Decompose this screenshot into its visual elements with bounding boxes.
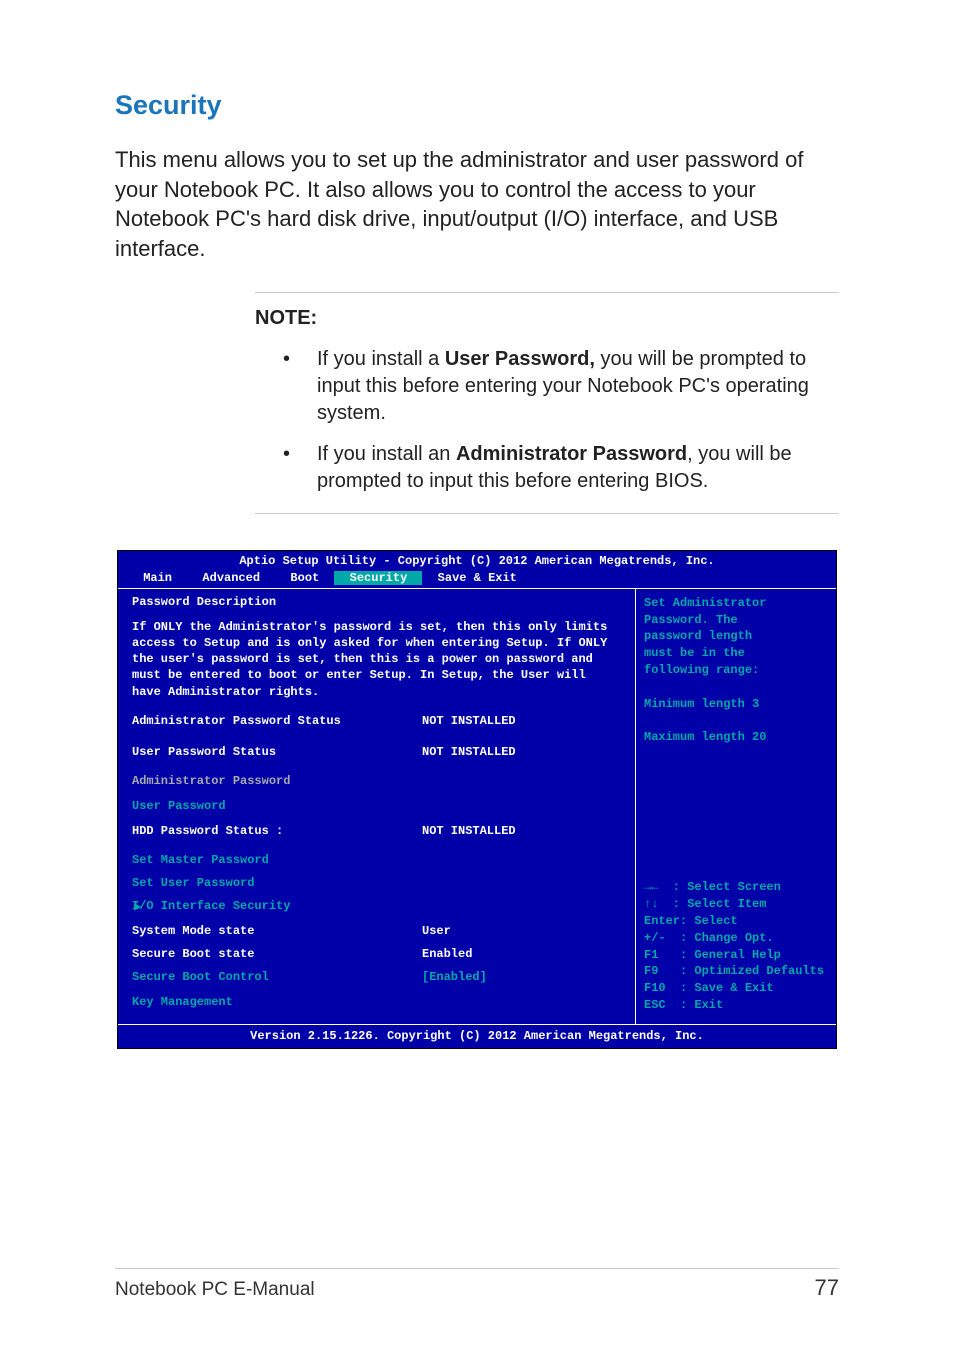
note-title: NOTE: xyxy=(255,307,839,330)
note-pre: If you install a xyxy=(317,348,445,370)
bios-help-line: Maximum length 20 xyxy=(644,729,832,746)
bios-help-line xyxy=(644,679,832,696)
bios-row-label: Set Master Password xyxy=(132,853,422,867)
bios-tab-main[interactable]: Main xyxy=(128,571,187,585)
bios-row[interactable]: User Password xyxy=(132,799,621,813)
bios-help-line: ESC : Exit xyxy=(644,997,832,1014)
bios-screenshot: Aptio Setup Utility - Copyright (C) 2012… xyxy=(117,550,837,1049)
bios-help-panel: Set AdministratorPassword. Thepassword l… xyxy=(636,589,836,1024)
bios-left-panel: Password Description If ONLY the Adminis… xyxy=(118,589,636,1024)
bios-help-line xyxy=(644,712,832,729)
note-pre: If you install an xyxy=(317,443,456,465)
bios-row: User Password StatusNOT INSTALLED xyxy=(132,745,621,759)
note-bold: User Password, xyxy=(445,348,595,370)
bios-help-line: F1 : General Help xyxy=(644,947,832,964)
note-list: • If you install a User Password, you wi… xyxy=(255,346,839,495)
list-item: • If you install an Administrator Passwo… xyxy=(255,441,839,495)
note-box: NOTE: • If you install a User Password, … xyxy=(255,292,839,514)
bios-row-value: Enabled xyxy=(422,947,472,961)
bios-row-label: User Password Status xyxy=(132,745,422,759)
bios-help-line: F10 : Save & Exit xyxy=(644,980,832,997)
bios-row: Secure Boot stateEnabled xyxy=(132,947,621,961)
bios-tab-boot[interactable]: Boot xyxy=(275,571,334,585)
submenu-arrow-icon: ▶ xyxy=(134,899,141,914)
bios-row: System Mode stateUser xyxy=(132,924,621,938)
bios-help-line: →← : Select Screen xyxy=(644,879,832,896)
bios-row-value: NOT INSTALLED xyxy=(422,714,516,728)
password-description-title: Password Description xyxy=(132,595,621,609)
note-text: If you install a User Password, you will… xyxy=(317,346,839,427)
bios-row: Administrator Password StatusNOT INSTALL… xyxy=(132,714,621,728)
bios-help-line: ↑↓ : Select Item xyxy=(644,896,832,913)
bios-row-value: [Enabled] xyxy=(422,970,487,984)
bios-row-label: Administrator Password xyxy=(132,774,422,788)
bullet-icon: • xyxy=(283,441,317,495)
bios-row-value: NOT INSTALLED xyxy=(422,824,516,838)
bios-help-line: password length xyxy=(644,628,832,645)
intro-paragraph: This menu allows you to set up the admin… xyxy=(115,145,839,264)
bios-tab-bar: Main Advanced Boot Security Save & Exit xyxy=(118,571,836,588)
bios-help-line: Set Administrator xyxy=(644,595,832,612)
bios-row-label: User Password xyxy=(132,799,422,813)
note-text: If you install an Administrator Password… xyxy=(317,441,839,495)
page-number: 77 xyxy=(815,1275,839,1301)
bios-rows: Administrator Password StatusNOT INSTALL… xyxy=(132,714,621,1009)
bios-help-line: F9 : Optimized Defaults xyxy=(644,963,832,980)
list-item: • If you install a User Password, you wi… xyxy=(255,346,839,427)
bios-tab-security[interactable]: Security xyxy=(334,571,422,585)
password-description-text: If ONLY the Administrator's password is … xyxy=(132,619,621,700)
bios-tab-advanced[interactable]: Advanced xyxy=(187,571,275,585)
bios-help-line: Minimum length 3 xyxy=(644,696,832,713)
bios-row-value: NOT INSTALLED xyxy=(422,745,516,759)
bios-row[interactable]: Key Management xyxy=(132,995,621,1009)
note-bold: Administrator Password xyxy=(456,443,687,465)
bios-row-label: HDD Password Status : xyxy=(132,824,422,838)
footer-left-text: Notebook PC E-Manual xyxy=(115,1279,315,1301)
bios-title-bar: Aptio Setup Utility - Copyright (C) 2012… xyxy=(118,551,836,571)
bios-row-label: Set User Password xyxy=(132,876,422,890)
bios-help-top: Set AdministratorPassword. Thepassword l… xyxy=(644,595,832,746)
bios-tab-save-exit[interactable]: Save & Exit xyxy=(422,571,532,585)
bios-row[interactable]: Set User Password xyxy=(132,876,621,890)
bios-help-line: Password. The xyxy=(644,612,832,629)
bios-row[interactable]: Secure Boot Control[Enabled] xyxy=(132,970,621,984)
page-footer: Notebook PC E-Manual 77 xyxy=(115,1268,839,1301)
bios-help-bottom: →← : Select Screen↑↓ : Select ItemEnter:… xyxy=(644,879,832,1013)
bios-row-label: Secure Boot Control xyxy=(132,970,422,984)
bios-help-line: following range: xyxy=(644,662,832,679)
bios-row-label: System Mode state xyxy=(132,924,422,938)
bios-row-label: Secure Boot state xyxy=(132,947,422,961)
bullet-icon: • xyxy=(283,346,317,427)
bios-row-label: Administrator Password Status xyxy=(132,714,422,728)
bios-row[interactable]: Set Master Password xyxy=(132,853,621,867)
bios-help-line: must be in the xyxy=(644,645,832,662)
bios-footer-bar: Version 2.15.1226. Copyright (C) 2012 Am… xyxy=(118,1025,836,1048)
page-body: Security This menu allows you to set up … xyxy=(0,0,954,1089)
bios-row-label: I/O Interface Security xyxy=(132,899,422,913)
bios-row-value: User xyxy=(422,924,451,938)
bios-row: HDD Password Status :NOT INSTALLED xyxy=(132,824,621,838)
bios-row-label: Key Management xyxy=(132,995,422,1009)
bios-body: Password Description If ONLY the Adminis… xyxy=(118,588,836,1025)
bios-row[interactable]: ▶I/O Interface Security xyxy=(132,899,621,913)
bios-row: Administrator Password xyxy=(132,774,621,788)
section-heading: Security xyxy=(115,90,839,121)
bios-help-line: Enter: Select xyxy=(644,913,832,930)
bios-help-line: +/- : Change Opt. xyxy=(644,930,832,947)
